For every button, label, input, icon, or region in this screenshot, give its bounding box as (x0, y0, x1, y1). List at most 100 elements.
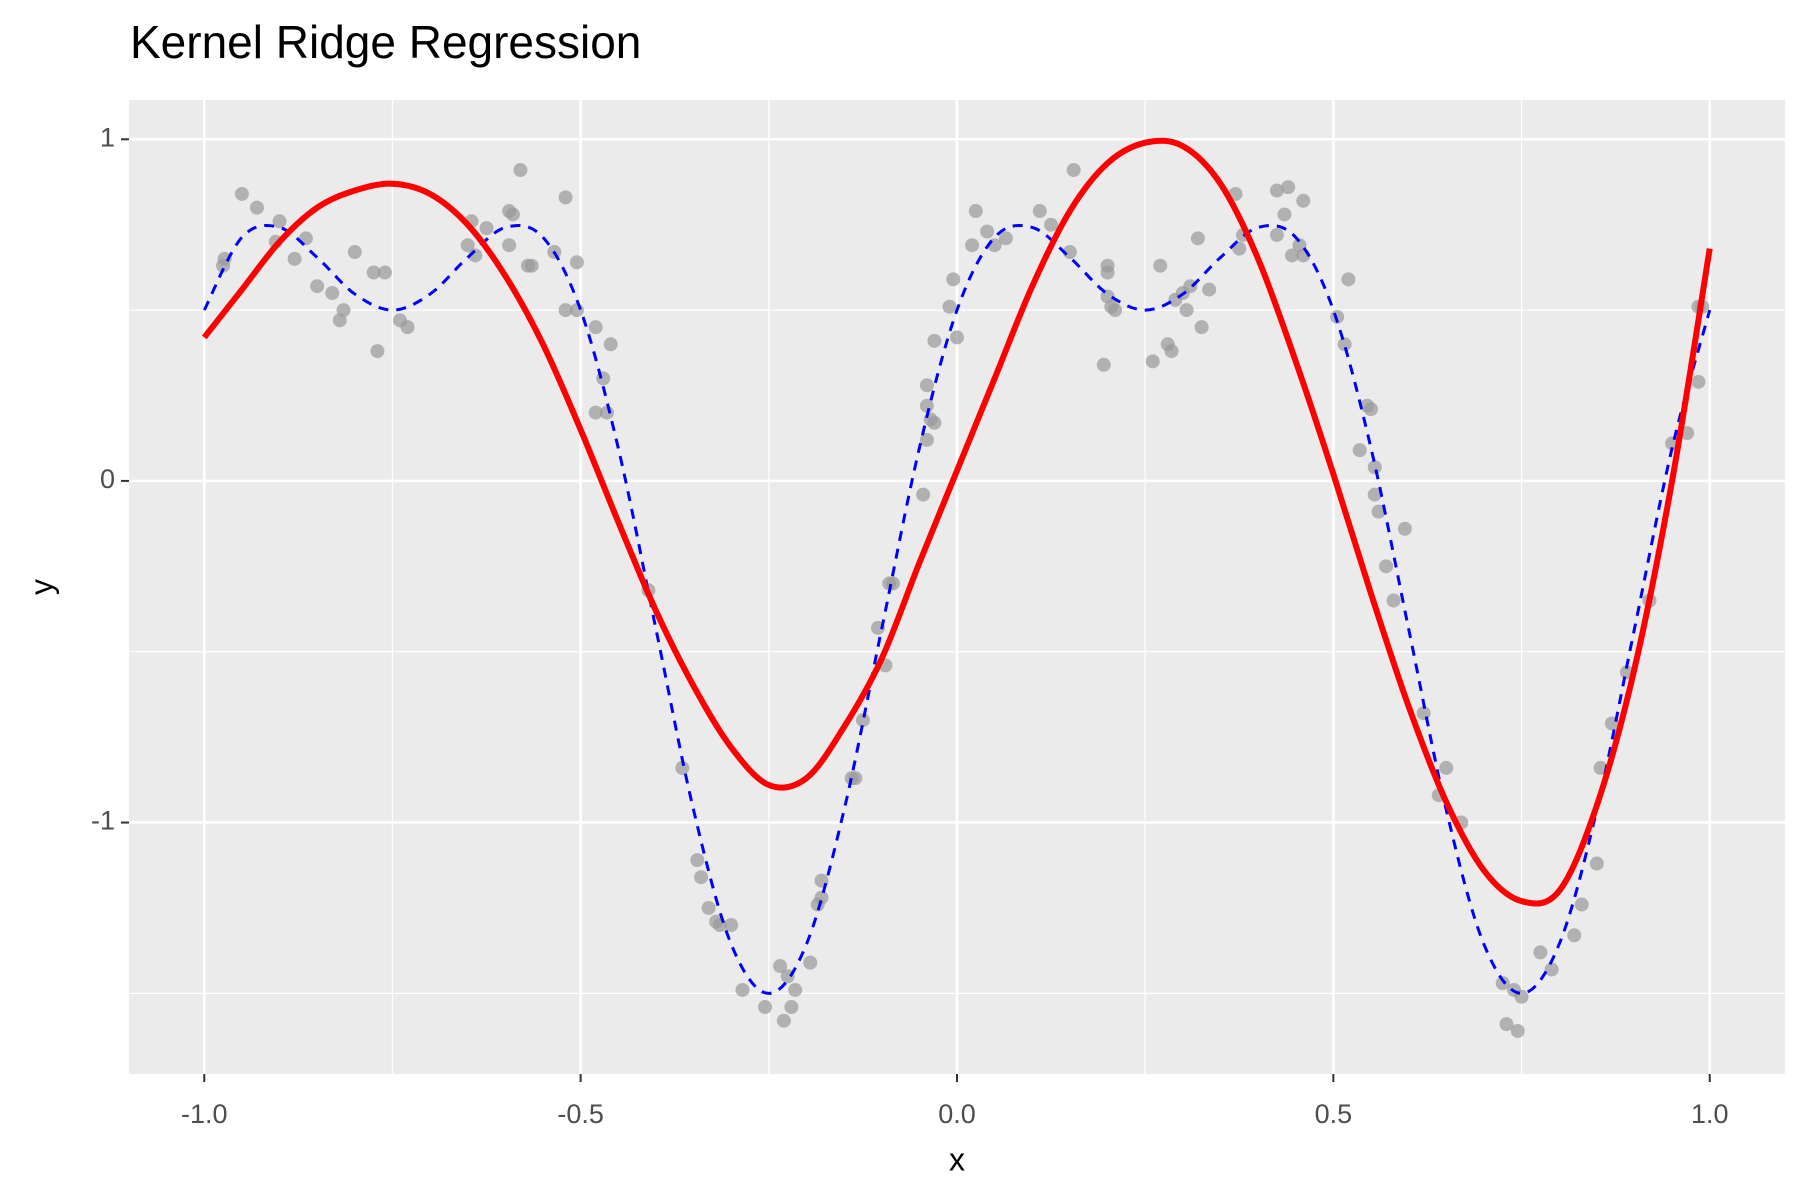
x-tick-label: -1.0 (181, 1099, 228, 1129)
scatter-point (1371, 504, 1386, 519)
scatter-point (1341, 272, 1356, 287)
x-tick-label: -0.5 (557, 1099, 604, 1129)
scatter-point (1495, 976, 1510, 991)
scatter-point (1367, 487, 1382, 502)
scatter-point (919, 398, 934, 413)
scatter-point (249, 200, 264, 215)
scatter-point (1032, 204, 1047, 219)
scatter-point (690, 853, 705, 868)
scatter-point (886, 576, 901, 591)
scatter-point (1269, 227, 1284, 242)
scatter-point (272, 214, 287, 229)
scatter-point (1386, 593, 1401, 608)
scatter-point (724, 918, 739, 933)
scatter-point (784, 1000, 799, 1015)
scatter-point (1397, 521, 1412, 536)
scatter-point (950, 330, 964, 345)
scatter-point (1499, 1017, 1514, 1032)
scatter-point (1269, 183, 1284, 198)
scatter-point (325, 286, 340, 301)
scatter-point (1190, 231, 1205, 246)
scatter-point (1367, 460, 1382, 475)
scatter-point (1296, 193, 1311, 208)
fitted-line (201, 137, 1713, 907)
x-tick-label: 1.0 (1691, 1099, 1729, 1129)
scatter-point (773, 959, 788, 974)
scatter-point (287, 251, 302, 266)
scatter-point (675, 760, 690, 775)
scatter-point (603, 337, 618, 352)
scatter-point (1691, 374, 1706, 389)
scatter-point (1194, 320, 1209, 335)
scatter-point (599, 405, 614, 420)
scatter-point (1352, 443, 1367, 458)
scatter-point (1179, 303, 1194, 318)
scatter-point (965, 238, 980, 253)
scatter-point (968, 204, 983, 219)
scatter-point (588, 320, 603, 335)
x-tick-label: 0.0 (938, 1099, 976, 1129)
scatter-point (524, 258, 539, 273)
scatter-point (701, 900, 716, 915)
scatter-point (1337, 337, 1352, 352)
scatter-point (1277, 207, 1292, 222)
scatter-point (366, 265, 381, 280)
scatter-point (370, 344, 385, 359)
scatter-point (942, 299, 957, 314)
scatter-point (502, 238, 517, 253)
scatter-point (803, 955, 818, 970)
scatter-point (1281, 180, 1296, 195)
y-tick-label: 1 (100, 122, 115, 152)
scatter-point (1544, 962, 1559, 977)
scatter-point (980, 224, 995, 239)
scatter-point (1096, 357, 1111, 372)
scatter-point (479, 221, 494, 236)
scatter-point (377, 265, 392, 280)
chart-title: Kernel Ridge Regression (130, 16, 641, 68)
scatter-point (1567, 928, 1582, 943)
scatter-point (1379, 559, 1394, 574)
scatter-point (1232, 241, 1247, 256)
scatter-point (1364, 402, 1378, 417)
scatter-point (1153, 258, 1168, 273)
scatter-point (814, 890, 829, 905)
scatter-point (400, 320, 415, 335)
scatter-point (927, 415, 942, 430)
scatter-point (946, 272, 961, 287)
scatter-point (998, 231, 1013, 246)
scatter-point (569, 303, 584, 318)
scatter-point (234, 186, 249, 201)
scatter-point (1574, 897, 1589, 912)
scatter-point (569, 255, 584, 270)
x-axis-title: x (949, 1141, 965, 1177)
axes: -1.0 -0.5 0.0 0.5 1.0 -1 0 1 (91, 122, 1729, 1129)
scatter-point (916, 487, 931, 502)
y-tick-label: -1 (91, 806, 115, 836)
scatter-point (336, 303, 351, 318)
scatter-point (1510, 1023, 1525, 1038)
scatter-point (310, 279, 325, 294)
scatter-point (1533, 945, 1548, 960)
scatter-point (1589, 856, 1604, 871)
scatter-point (735, 982, 750, 997)
true-function-line (202, 223, 1712, 995)
y-axis-title: y (23, 579, 59, 595)
scatter-point (217, 251, 232, 266)
scatter-point (758, 1000, 773, 1015)
scatter-point (505, 207, 520, 222)
scatter-point (1066, 163, 1081, 178)
scatter-point (694, 870, 709, 885)
scatter-point (1202, 282, 1217, 297)
scatter-point (1108, 303, 1123, 318)
scatter-point (927, 333, 942, 348)
scatter-point (1164, 344, 1179, 359)
scatter-point (919, 432, 934, 447)
scatter-point (558, 303, 573, 318)
scatter-point (776, 1013, 791, 1028)
scatter-point (1062, 245, 1077, 260)
scatter-point (855, 713, 870, 728)
scatter-point (460, 238, 475, 253)
scatter-point (1284, 248, 1299, 263)
